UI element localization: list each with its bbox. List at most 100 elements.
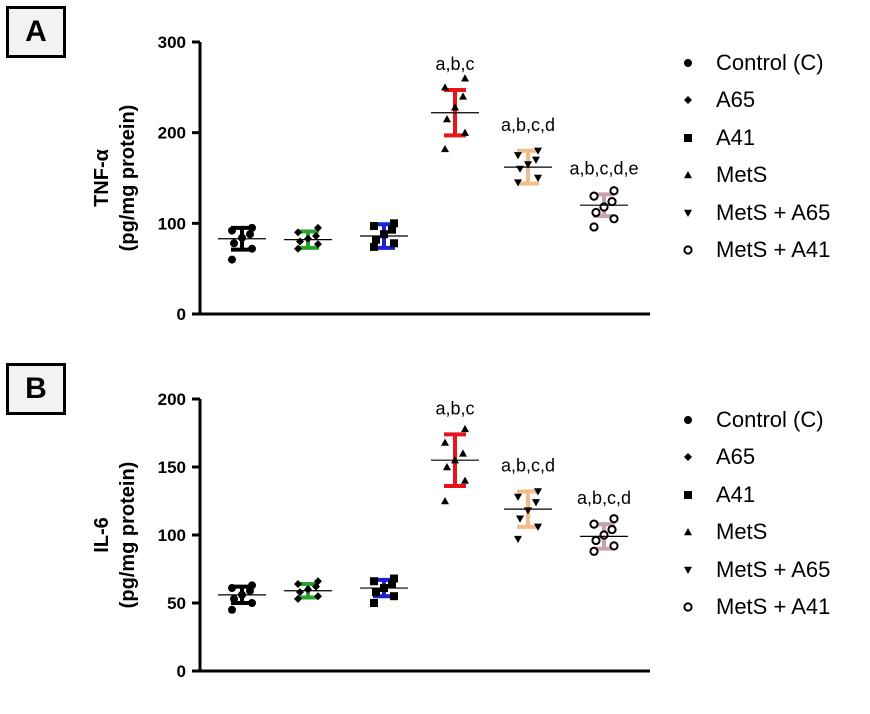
significance-label: a,b,c,d,e (569, 158, 638, 178)
data-point (296, 237, 304, 246)
data-point (390, 219, 398, 228)
significance-label: a,b,c,d (501, 455, 555, 475)
diamond-icon (684, 96, 692, 105)
triangle-up-icon (684, 528, 692, 536)
legend-label: MetS (716, 162, 768, 188)
data-point (304, 234, 312, 243)
data-point (370, 222, 378, 231)
data-point (390, 592, 398, 601)
legend-marker (684, 209, 692, 217)
legend-item: A65 (680, 439, 830, 477)
data-point (591, 207, 601, 218)
data-point (238, 233, 246, 242)
square-icon (684, 133, 692, 142)
data-point (461, 128, 469, 136)
data-point (599, 530, 609, 540)
legend-item: A41 (680, 119, 830, 157)
legend-item: Control (C) (680, 401, 830, 439)
legend-label: A65 (716, 87, 756, 113)
data-point (516, 515, 524, 523)
y-tick-label: 50 (167, 594, 186, 613)
data-point (514, 152, 522, 160)
data-point (294, 579, 302, 588)
data-point (372, 235, 380, 244)
data-point (248, 223, 256, 232)
data-point (589, 222, 599, 232)
data-point (380, 230, 388, 239)
data-point (228, 605, 236, 614)
data-point (248, 599, 256, 607)
data-point (441, 144, 449, 153)
data-point (443, 463, 451, 471)
legend-item: MetS + A41 (680, 589, 830, 627)
data-point (534, 488, 542, 496)
diamond-icon (684, 453, 692, 462)
data-point (589, 519, 599, 529)
legend-marker (684, 528, 692, 536)
data-point (230, 239, 238, 248)
data-point (459, 449, 467, 457)
data-point (514, 179, 522, 187)
y-axis-label-line1: TNF-α (91, 148, 113, 207)
data-point (459, 92, 467, 100)
data-point (441, 83, 449, 91)
data-point (294, 594, 302, 603)
legend-marker (684, 453, 692, 462)
data-point (607, 524, 617, 535)
y-tick-label: 0 (177, 305, 186, 324)
y-axis-label: TNF-α (pg/mg protein) (91, 105, 139, 252)
data-point (461, 424, 469, 433)
data-point (534, 147, 542, 155)
legend-item: MetS + A65 (680, 194, 830, 232)
legend-marker (683, 245, 693, 255)
data-point (228, 584, 236, 593)
data-point (370, 599, 378, 607)
open-circle-icon (683, 245, 693, 255)
triangle-down-icon (684, 209, 692, 217)
legend-item: A41 (680, 476, 830, 514)
data-point (532, 499, 540, 507)
data-point (514, 493, 522, 501)
circle-icon (684, 415, 692, 424)
data-point (599, 202, 609, 212)
data-point (532, 156, 540, 164)
legend-label: MetS + A41 (716, 237, 831, 263)
data-point (534, 174, 542, 182)
data-point (524, 161, 532, 169)
panel-a: A 0 100 200 300 TNF-α (pg/mg protein) a,b,c a,b… (6, 6, 831, 324)
y-axis-label-line2: (pg/mg protein) (117, 105, 139, 252)
open-circle-icon (683, 602, 693, 612)
legend-item: MetS (680, 514, 830, 552)
legend-marker (684, 415, 692, 424)
legend-b: Control (C) A65 A41 MetS MetS + A65 MetS + A4… (680, 401, 830, 626)
data-point (228, 255, 236, 264)
data-point (294, 244, 302, 253)
panel-label-b: B (6, 363, 66, 415)
data-point (609, 214, 619, 224)
data-point (441, 497, 449, 505)
data-point (388, 225, 396, 234)
data-point (443, 115, 451, 123)
data-point (609, 514, 619, 524)
data-point (230, 594, 238, 603)
legend-label: MetS + A65 (716, 199, 831, 225)
y-tick-label: 300 (158, 33, 186, 52)
triangle-down-icon (684, 566, 692, 574)
data-point (524, 507, 532, 515)
legend-marker (684, 58, 692, 67)
data-point (589, 546, 599, 556)
y-tick-label: 0 (177, 662, 186, 681)
legend-item: MetS (680, 157, 830, 195)
y-tick-label: 200 (158, 124, 186, 143)
legend-label: Control (C) (716, 406, 824, 432)
data-point (390, 239, 398, 248)
data-point (294, 228, 302, 237)
data-point (314, 577, 322, 586)
significance-label: a,b,c,d (501, 115, 555, 135)
significance-label: a,b,c,d (577, 488, 631, 508)
data-point (591, 535, 601, 546)
data-point (248, 244, 256, 253)
data-point (296, 588, 304, 597)
y-tick-label: 150 (158, 458, 186, 477)
legend-marker (684, 96, 692, 105)
